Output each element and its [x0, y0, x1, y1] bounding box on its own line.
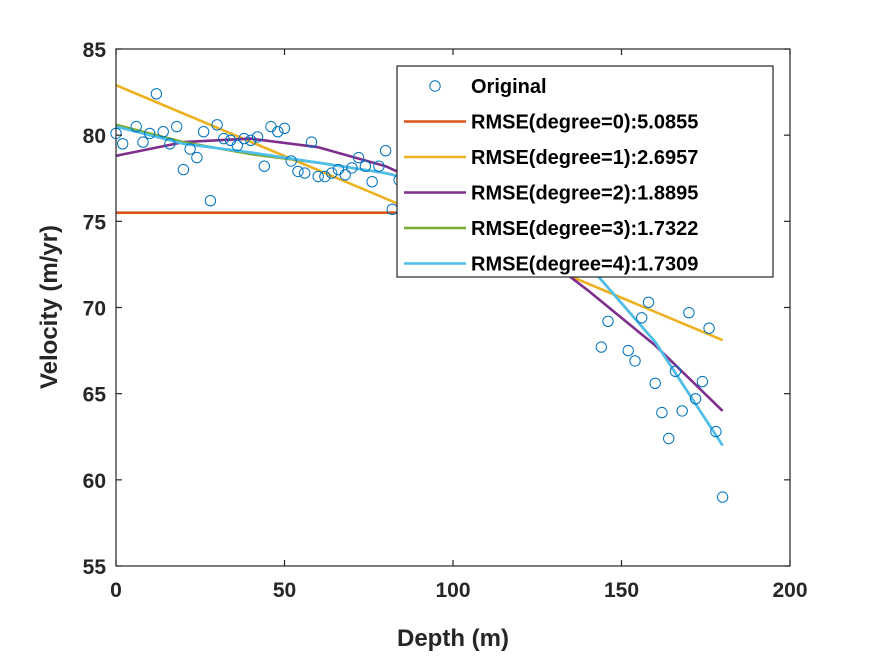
data-point [669, 365, 682, 377]
data-point [703, 322, 715, 334]
y-tick-label: 80 [83, 125, 106, 148]
data-point [238, 132, 250, 145]
data-point [144, 127, 156, 140]
data-point [258, 160, 270, 172]
data-point [218, 132, 230, 145]
data-point [177, 163, 190, 176]
y-axis-title: Velocity (m/yr) [36, 225, 63, 389]
data-point [157, 126, 169, 138]
data-point [346, 162, 358, 174]
y-tick-label: 75 [83, 211, 107, 234]
y-tick-label: 60 [83, 470, 106, 493]
data-point [602, 315, 614, 327]
legend-label: RMSE(degree=0):5.0855 [471, 112, 698, 134]
data-point [689, 393, 702, 405]
data-point [312, 170, 324, 183]
data-point [683, 307, 695, 319]
data-point [716, 491, 729, 503]
data-point [245, 134, 257, 147]
legend-label: RMSE(degree=3):1.7322 [471, 218, 698, 240]
legend: Original RMSE(degree=0):5.0855 RMSE(degree… [396, 65, 774, 278]
data-point [171, 120, 183, 133]
y-tick-label: 65 [83, 384, 107, 407]
legend-box [396, 65, 774, 278]
data-point [272, 126, 284, 138]
data-point [366, 176, 378, 188]
data-point [326, 167, 338, 179]
data-point [622, 344, 634, 357]
x-tick-label: 0 [110, 579, 122, 602]
x-tick-label: 100 [435, 579, 470, 602]
data-point [305, 136, 318, 148]
y-tick-label: 70 [83, 298, 106, 321]
data-point [231, 139, 244, 152]
data-point [150, 88, 163, 100]
legend-label: Original [471, 76, 547, 98]
data-point [211, 119, 223, 131]
scatter-layer [110, 88, 729, 503]
legend-marker-original [429, 80, 441, 92]
data-point [710, 425, 722, 438]
data-point [696, 375, 709, 388]
legend-label: RMSE(degree=4):1.7309 [471, 254, 698, 276]
data-point [642, 296, 655, 308]
data-point [319, 170, 331, 183]
data-point [184, 143, 196, 155]
data-point [676, 405, 688, 417]
y-tick-label: 85 [83, 39, 107, 62]
data-point [359, 160, 372, 172]
legend-label: RMSE(degree=1):2.6957 [471, 147, 698, 169]
data-point [191, 151, 203, 164]
tick-layer: 0 50 100 150 200 55 60 65 70 75 80 85 [83, 39, 808, 602]
data-point [656, 406, 668, 419]
data-point [339, 169, 351, 181]
x-tick-label: 150 [604, 579, 639, 602]
x-axis-title: Depth (m) [397, 625, 509, 652]
y-tick-label: 55 [83, 556, 107, 579]
data-point [204, 195, 217, 207]
data-point [373, 160, 385, 172]
x-tick-label: 50 [273, 579, 296, 602]
data-point [292, 165, 304, 178]
data-point [285, 155, 297, 167]
data-point [137, 136, 149, 148]
data-point [595, 341, 607, 353]
data-point [352, 151, 365, 164]
data-point [636, 312, 648, 324]
data-point [663, 432, 675, 445]
data-point [299, 167, 311, 179]
data-point [117, 138, 129, 150]
legend-label: RMSE(degree=2):1.8895 [471, 183, 698, 205]
x-tick-label: 200 [772, 579, 807, 602]
data-point [649, 377, 661, 389]
data-point [379, 145, 392, 157]
data-point [164, 138, 176, 150]
data-point [197, 126, 210, 138]
data-point [629, 355, 641, 367]
data-point [251, 131, 264, 143]
data-point [130, 120, 142, 133]
data-point [278, 122, 291, 135]
